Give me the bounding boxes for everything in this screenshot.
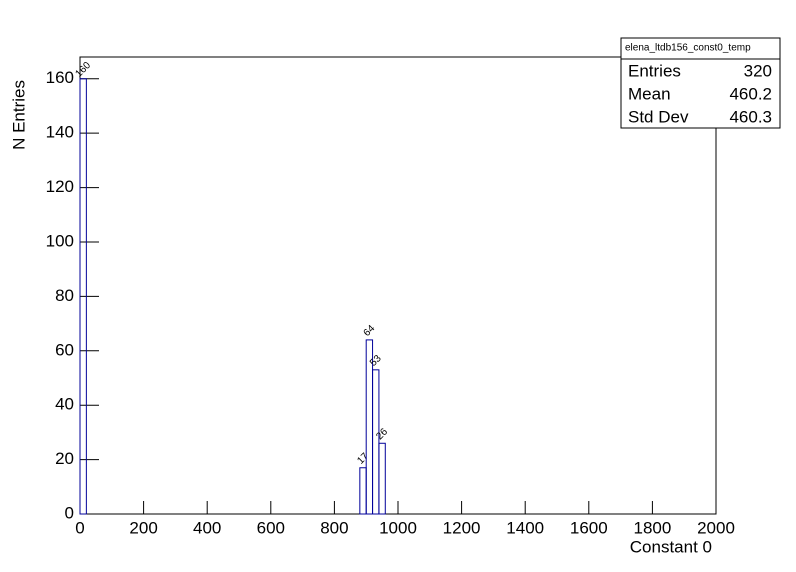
bar <box>378 442 386 515</box>
stats-key: Mean <box>628 84 671 103</box>
x-tick-label: 1600 <box>570 518 608 537</box>
x-tick-label: 200 <box>129 518 157 537</box>
y-tick-label: 160 <box>46 68 74 87</box>
y-tick-label: 100 <box>46 231 74 250</box>
y-axis-label: N Entries <box>9 80 28 150</box>
y-tick-label: 20 <box>55 449 74 468</box>
bar <box>79 78 87 515</box>
x-tick-label: 1800 <box>633 518 671 537</box>
stats-key: Std Dev <box>628 107 689 126</box>
x-tick-label: 1200 <box>443 518 481 537</box>
stats-frame <box>620 37 781 129</box>
stats-value: 460.2 <box>729 84 772 103</box>
y-tick-label: 80 <box>55 286 74 305</box>
x-tick-label: 2000 <box>697 518 735 537</box>
x-axis-label: Constant 0 <box>630 537 712 556</box>
y-tick-label: 40 <box>55 395 74 414</box>
stats-title: elena_ltdb156_const0_temp <box>625 43 751 54</box>
y-tick-label: 60 <box>55 340 74 359</box>
y-tick-label: 140 <box>46 123 74 142</box>
x-tick-label: 800 <box>320 518 348 537</box>
y-tick-label: 0 <box>65 503 74 522</box>
stats-box: elena_ltdb156_const0_temp Entries 320 Me… <box>620 37 781 129</box>
stats-value: 320 <box>744 61 772 80</box>
y-tick-label: 120 <box>46 177 74 196</box>
x-tick-label: 400 <box>193 518 221 537</box>
stats-value: 460.3 <box>729 107 772 126</box>
x-tick-label: 600 <box>257 518 285 537</box>
stats-key: Entries <box>628 61 681 80</box>
x-tick-label: 1000 <box>379 518 417 537</box>
x-tick-label: 1400 <box>506 518 544 537</box>
bar <box>372 369 380 515</box>
x-tick-label: 0 <box>75 518 84 537</box>
